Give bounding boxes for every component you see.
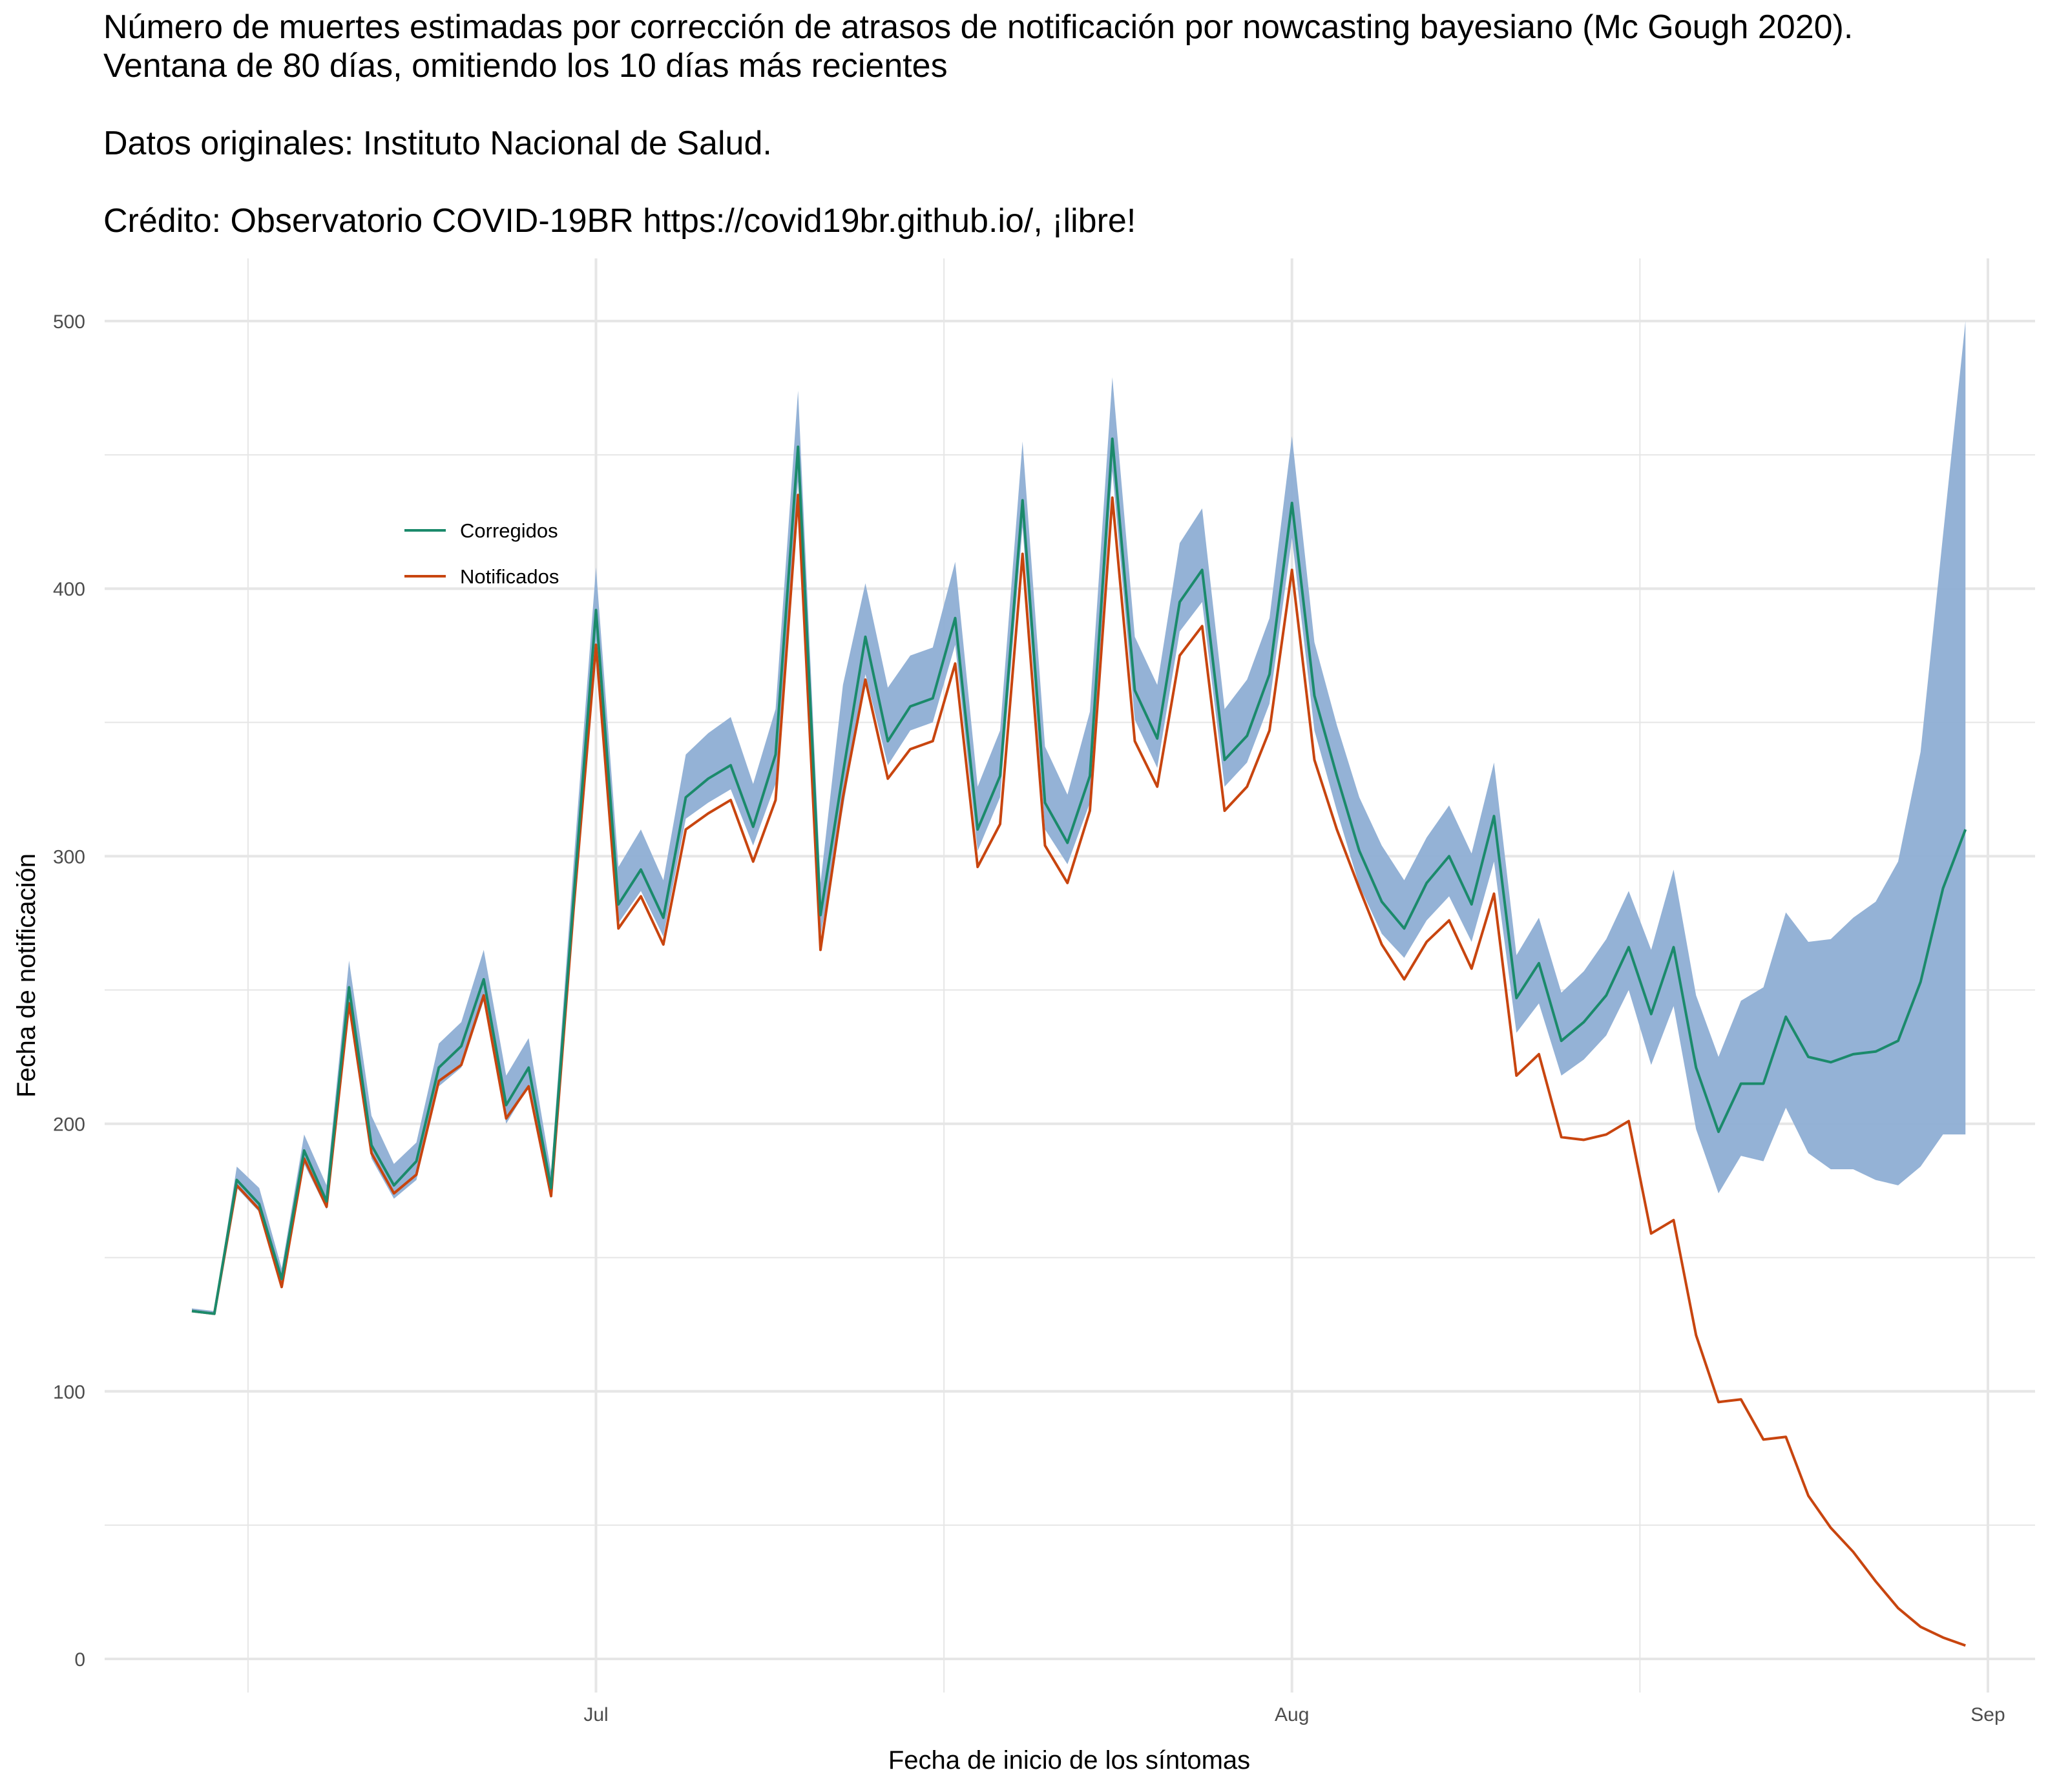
series-line-corregidos — [191, 437, 1967, 1315]
x-axis-title: Fecha de inicio de los síntomas — [888, 1746, 1250, 1775]
x-tick-label: Jul — [583, 1704, 608, 1725]
y-tick-label: 200 — [53, 1114, 85, 1136]
y-tick-label: 400 — [53, 579, 85, 600]
x-tick-label: Sep — [1970, 1704, 2005, 1725]
title-line-3: Datos originales: Instituto Nacional de … — [103, 125, 772, 162]
y-tick-label: 0 — [74, 1649, 85, 1671]
grid — [105, 258, 2035, 1693]
legend-label-corregidos: Corregidos — [460, 519, 558, 542]
credible-band — [192, 321, 1966, 1314]
title-line-4: Crédito: Observatorio COVID-19BR https:/… — [103, 202, 1136, 240]
legend-label-notificados: Notificados — [460, 565, 559, 588]
tick-labels: 0 100 200 300 400 500 Jul Aug Sep — [53, 311, 2005, 1725]
chart-title: Número de muertes estimadas por correcci… — [103, 8, 2042, 240]
legend: Corregidos Notificados — [404, 519, 559, 588]
credible-interval-band — [192, 321, 1966, 1314]
y-tick-label: 300 — [53, 846, 85, 868]
series-lines — [191, 437, 1967, 1647]
x-tick-label: Aug — [1275, 1704, 1309, 1725]
title-line-2: Ventana de 80 días, omitiendo los 10 día… — [103, 47, 948, 85]
y-tick-label: 100 — [53, 1382, 85, 1403]
y-tick-label: 500 — [53, 311, 85, 333]
title-line-1: Número de muertes estimadas por correcci… — [103, 8, 1854, 46]
y-axis-title: Fecha de notificación — [12, 853, 41, 1098]
series-line-notificados — [191, 494, 1966, 1647]
